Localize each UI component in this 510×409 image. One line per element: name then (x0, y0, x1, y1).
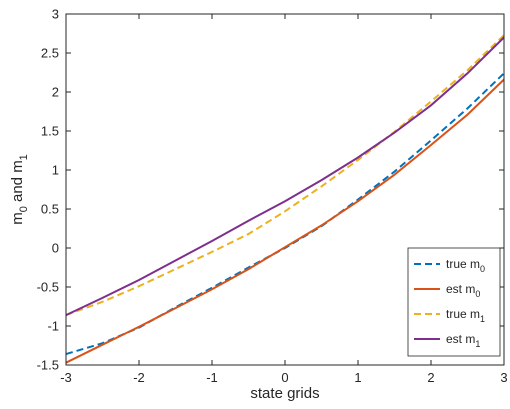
y-tick-label: 1.5 (41, 124, 59, 139)
x-axis-label: state grids (250, 385, 319, 402)
y-tick-label: 0.5 (41, 202, 59, 217)
x-axis-ticks: -3 -2 -1 0 1 2 3 (60, 14, 508, 385)
legend-entry: true m1 (446, 307, 485, 324)
y-tick-label: 2.5 (41, 46, 59, 61)
legend-entry: est m1 (446, 332, 480, 349)
y-tick-label: -0.5 (37, 280, 59, 295)
y-tick-label: -1.5 (37, 358, 59, 373)
x-tick-label: -2 (133, 370, 145, 385)
y-tick-label: 0 (52, 241, 59, 256)
y-tick-label: -1 (47, 319, 59, 334)
y-tick-label: 3 (52, 7, 59, 22)
y-axis-ticks: -1.5 -1 -0.5 0 0.5 1 1.5 2 2.5 3 (37, 7, 504, 373)
series-lines (65, 34, 505, 364)
x-tick-label: 2 (427, 370, 434, 385)
series-line-est-m1 (65, 36, 505, 317)
x-tick-label: 0 (281, 370, 288, 385)
x-tick-label: 1 (354, 370, 361, 385)
y-tick-label: 2 (52, 85, 59, 100)
x-tick-label: -1 (206, 370, 218, 385)
series-line-est-m0 (65, 78, 505, 364)
x-tick-label: 3 (500, 370, 507, 385)
y-tick-label: 1 (52, 163, 59, 178)
legend-entry: true m0 (446, 257, 485, 274)
legend: true m0 est m0 true m1 est m1 (407, 247, 501, 357)
y-axis-label: m0 and m1 (9, 154, 30, 225)
x-tick-label: -3 (60, 370, 72, 385)
legend-entry: est m0 (446, 282, 480, 299)
series-line-true-m1 (65, 34, 505, 317)
